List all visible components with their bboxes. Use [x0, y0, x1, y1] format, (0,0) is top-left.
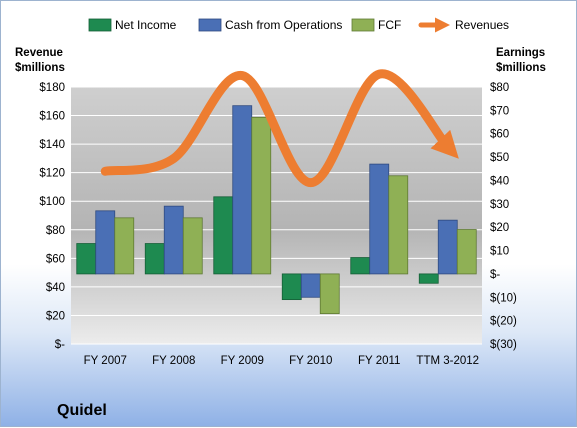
legend-label-cash-from-operations: Cash from Operations [225, 18, 342, 32]
bar-net-income [77, 244, 96, 274]
category-labels: FY 2007 FY 2008 FY 2009 FY 2010 FY 2011 TTM 3… [84, 355, 479, 367]
bar-net-income [145, 244, 164, 274]
right-tick-label: $70 [490, 105, 509, 117]
bar-net-income [351, 258, 370, 274]
legend-item-revenues: Revenues [421, 18, 509, 32]
left-tick-label: $20 [46, 310, 65, 322]
left-tick-label: $180 [39, 82, 65, 94]
legend-label-net-income: Net Income [115, 18, 177, 32]
bar-fcf [252, 117, 271, 274]
right-tick-label: $(20) [490, 316, 517, 328]
right-axis-title-line2: $millions [496, 62, 546, 74]
category-label: FY 2010 [289, 355, 332, 367]
bar-fcf [320, 274, 339, 314]
left-tick-label: $40 [46, 282, 65, 294]
legend-swatch-cash-from-operations [199, 19, 221, 31]
category-label: TTM 3-2012 [416, 355, 479, 367]
legend: Net Income Cash from Operations FCF Reve… [89, 18, 509, 32]
legend-item-net-income: Net Income [89, 18, 177, 32]
legend-label-fcf: FCF [378, 18, 401, 32]
bar-net-income [419, 274, 438, 283]
bar-fcf [183, 218, 202, 274]
right-axis-ticks: $(30) $(20) $(10) $- $10 $20 $30 $40 $50 $60 $70 $8… [490, 82, 517, 351]
left-axis-title-line2: $millions [15, 62, 65, 74]
left-tick-label: $120 [39, 168, 65, 180]
right-tick-label: $(10) [490, 292, 517, 304]
left-tick-label: $100 [39, 196, 65, 208]
left-axis-title-line1: Revenue [15, 47, 63, 59]
category-label: FY 2008 [152, 355, 195, 367]
category-label: FY 2009 [221, 355, 264, 367]
bar-cash-from-operations [438, 220, 457, 274]
company-name: Quidel [57, 402, 107, 419]
bar-cash-from-operations [96, 211, 115, 274]
bar-fcf [457, 230, 476, 274]
right-tick-label: $(30) [490, 339, 517, 351]
right-tick-label: $- [490, 269, 500, 281]
right-tick-label: $40 [490, 175, 509, 187]
legend-swatch-net-income [89, 19, 111, 31]
left-tick-label: $160 [39, 111, 65, 123]
bar-cash-from-operations [301, 274, 320, 297]
left-tick-label: $80 [46, 225, 65, 237]
right-tick-label: $20 [490, 222, 509, 234]
right-tick-label: $10 [490, 246, 509, 258]
bar-net-income [214, 197, 233, 274]
legend-label-revenues: Revenues [455, 18, 509, 32]
right-tick-label: $50 [490, 152, 509, 164]
legend-swatch-fcf [352, 19, 374, 31]
bar-fcf [389, 176, 408, 274]
bar-cash-from-operations [233, 106, 252, 274]
right-tick-label: $80 [490, 82, 509, 94]
category-label: FY 2011 [358, 355, 400, 367]
legend-item-fcf: FCF [352, 18, 401, 32]
right-tick-label: $30 [490, 199, 509, 211]
bar-cash-from-operations [164, 206, 183, 274]
left-axis-ticks: $- $20 $40 $60 $80 $100 $120 $140 $160 $180 [39, 82, 65, 351]
bar-cash-from-operations [370, 164, 389, 274]
bar-net-income [282, 274, 301, 300]
bar-fcf [115, 218, 134, 274]
right-axis-title-line1: Earnings [496, 47, 545, 59]
left-tick-label: $- [55, 339, 65, 351]
left-tick-label: $60 [46, 253, 65, 265]
category-label: FY 2007 [84, 355, 127, 367]
left-tick-label: $140 [39, 139, 65, 151]
right-tick-label: $60 [490, 129, 509, 141]
legend-item-cash-from-operations: Cash from Operations [199, 18, 342, 32]
